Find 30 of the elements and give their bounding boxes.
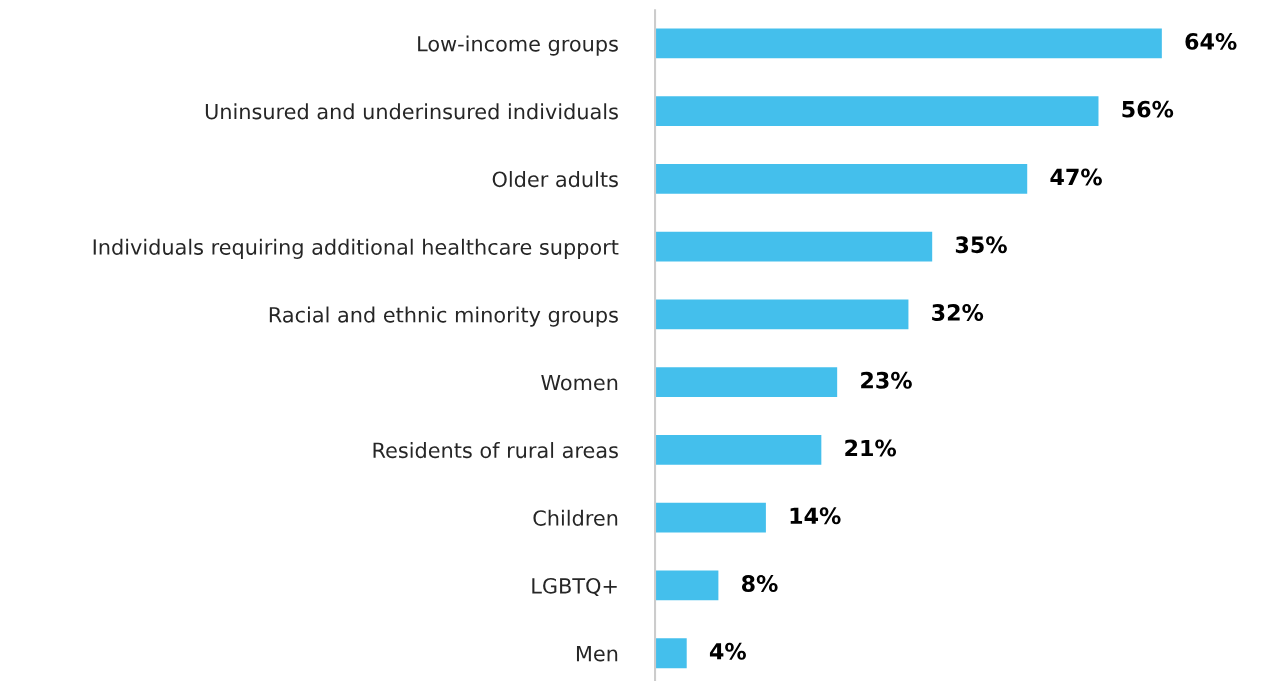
bar: [655, 367, 838, 398]
y-tick-label: Uninsured and underinsured individuals: [205, 103, 618, 120]
bar: [655, 638, 687, 669]
y-tick-label: Older adults: [492, 171, 618, 188]
y-tick-label: Racial and ethnic minority groups: [269, 306, 618, 327]
data-label: 14%: [790, 507, 841, 525]
data-label: 35%: [955, 236, 1007, 254]
data-label: 21%: [845, 439, 897, 457]
data-label: 47%: [1050, 168, 1102, 186]
data-label: 32%: [932, 304, 984, 321]
bar: [655, 502, 766, 533]
data-label: 64%: [1185, 33, 1237, 50]
bar: [655, 28, 1162, 59]
bar: [655, 570, 719, 601]
y-tick-label: Low-income groups: [418, 35, 618, 56]
bar: [655, 96, 1099, 127]
data-label: 23%: [861, 371, 912, 389]
y-tick-label: Children: [533, 509, 618, 526]
bar: [655, 164, 1028, 194]
data-label: 4%: [709, 642, 746, 660]
y-tick-label: Residents of rural areas: [373, 442, 618, 459]
bar: [655, 299, 909, 330]
y-tick-label: LGBTQ+: [532, 577, 617, 597]
bar: [655, 435, 822, 465]
y-tick-label: Women: [541, 374, 618, 391]
bar: [655, 231, 933, 262]
y-tick-label: Individuals requiring additional healthcare support: [93, 238, 619, 259]
data-label: 8%: [741, 575, 778, 592]
y-tick-label: Men: [576, 645, 618, 662]
data-label: 56%: [1122, 100, 1174, 118]
